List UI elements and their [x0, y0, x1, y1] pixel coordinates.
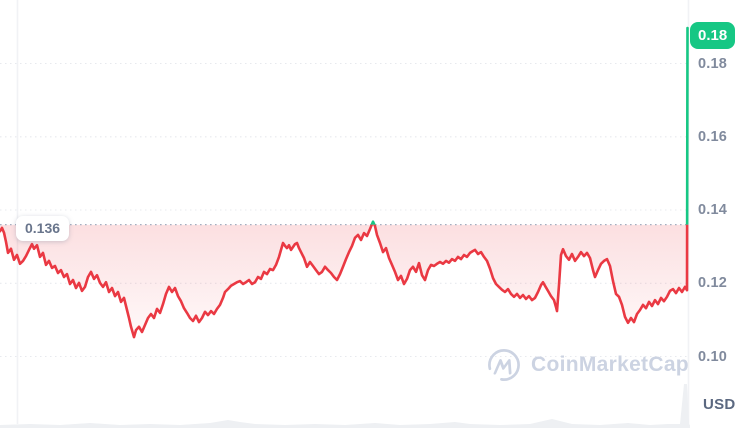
- coinmarketcap-wordmark: CoinMarketCap: [531, 353, 689, 376]
- y-axis-tick-label: 0.10: [698, 348, 728, 365]
- y-axis-tick-label: 0.18: [698, 55, 728, 72]
- price-line-below-baseline: [0, 224, 689, 339]
- volume-area: [0, 384, 690, 428]
- y-axis-tick-label: 0.14: [698, 202, 728, 218]
- baseline-price-label: 0.136: [16, 216, 70, 242]
- currency-unit-label: USD: [703, 396, 736, 413]
- current-price-badge: 0.18: [690, 22, 736, 49]
- price-line-above-baseline: [370, 26, 689, 225]
- coinmarketcap-logo-icon: [488, 349, 520, 381]
- price-area-fill: [0, 224, 688, 338]
- baseline-price-value: 0.136: [25, 220, 61, 236]
- y-axis-tick-label: 0.12: [698, 275, 728, 292]
- coinmarketcap-watermark: CoinMarketCap: [486, 347, 689, 383]
- y-axis-tick-label: 0.16: [698, 128, 728, 145]
